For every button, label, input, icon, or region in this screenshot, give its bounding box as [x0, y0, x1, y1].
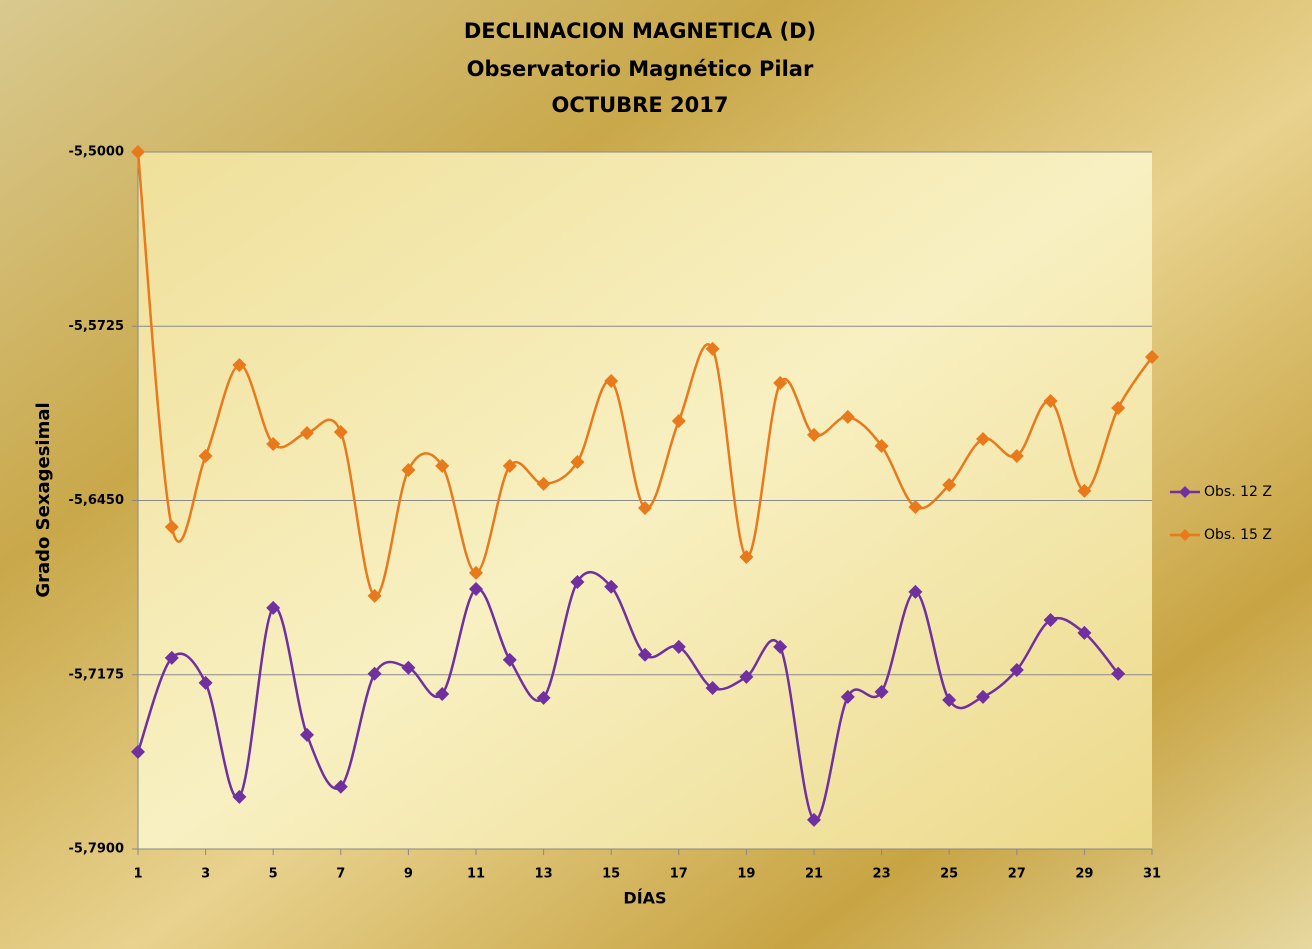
data-point: [942, 477, 957, 492]
data-point: [1111, 666, 1126, 681]
x-axis-title: DÍAS: [623, 889, 666, 908]
x-tick-label: 7: [336, 867, 345, 882]
data-point: [908, 584, 923, 599]
data-point: [739, 669, 754, 684]
data-point: [807, 812, 821, 827]
data-point: [198, 449, 213, 464]
data-point: [570, 574, 585, 589]
data-point: [232, 357, 247, 372]
data-point: [333, 425, 348, 440]
data-point: [1009, 449, 1024, 464]
x-tick-label: 29: [1075, 867, 1093, 882]
x-tick-label: 13: [535, 867, 553, 882]
data-point: [773, 375, 788, 390]
y-axis-title: Grado Sexagesimal: [33, 402, 54, 597]
data-point: [638, 647, 652, 662]
data-point: [976, 689, 990, 704]
x-tick-label: 23: [873, 867, 891, 882]
x-tick-label: 3: [201, 867, 210, 882]
legend-marker: [1179, 486, 1191, 498]
x-tick-label: 5: [269, 867, 278, 882]
data-point: [874, 438, 889, 453]
legend-label: Obs. 15 Z: [1204, 527, 1272, 543]
data-point: [266, 600, 281, 615]
data-point: [367, 666, 382, 681]
legend-label: Obs. 12 Z: [1204, 484, 1272, 500]
data-point: [266, 437, 281, 452]
series-line: [136, 570, 1120, 822]
y-tick-label: -5,5725: [68, 319, 124, 334]
x-tick-label: 27: [1008, 867, 1026, 882]
data-point: [1043, 612, 1058, 627]
data-point: [942, 692, 957, 707]
data-point: [604, 374, 619, 389]
y-tick-label: -5,7175: [68, 667, 124, 682]
chart-title: DECLINACION MAGNETICA (D): [464, 19, 816, 43]
data-point: [1043, 393, 1058, 408]
data-point: [469, 581, 483, 596]
data-point: [131, 744, 145, 759]
data-point: [536, 690, 551, 705]
data-point: [367, 588, 382, 603]
x-tick-label: 15: [602, 867, 620, 882]
x-tick-label: 9: [404, 867, 413, 882]
data-point: [671, 413, 686, 428]
data-point: [840, 689, 855, 704]
data-point: [570, 455, 585, 470]
data-point: [908, 499, 923, 514]
data-point: [976, 431, 990, 446]
x-tick-label: 31: [1143, 867, 1161, 882]
data-point: [300, 727, 314, 742]
x-tick-label: 19: [737, 867, 755, 882]
data-point: [333, 779, 348, 794]
x-tick-label: 21: [805, 867, 823, 882]
data-point: [131, 145, 145, 159]
x-tick-label: 17: [670, 867, 688, 882]
data-point: [502, 458, 517, 473]
data-point: [164, 650, 179, 665]
data-point: [739, 549, 754, 564]
data-point: [1111, 400, 1126, 415]
data-point: [671, 639, 686, 654]
data-point: [840, 409, 855, 424]
y-tick-label: -5,6450: [68, 493, 124, 508]
chart-title: Observatorio Magnético Pilar: [467, 57, 814, 81]
data-point: [435, 686, 450, 701]
data-point: [874, 684, 889, 699]
legend-marker: [1179, 529, 1191, 541]
data-point: [705, 680, 720, 695]
chart-title: OCTUBRE 2017: [552, 93, 729, 117]
data-point: [300, 425, 314, 440]
data-point: [469, 565, 483, 580]
data-point: [232, 789, 247, 804]
x-tick-label: 11: [467, 867, 485, 882]
data-point: [604, 579, 619, 594]
y-tick-label: -5,5000: [68, 145, 124, 160]
x-tick-label: 1: [133, 867, 142, 882]
data-point: [773, 639, 788, 654]
data-point: [435, 458, 450, 473]
data-point: [807, 427, 821, 442]
data-point: [1009, 662, 1024, 677]
data-point: [1145, 350, 1159, 365]
data-point: [638, 500, 652, 515]
data-point: [1077, 625, 1092, 640]
data-point: [401, 660, 416, 675]
x-tick-label: 25: [940, 867, 958, 882]
data-point: [401, 462, 416, 477]
data-point: [164, 519, 179, 534]
data-point: [502, 652, 517, 667]
data-point: [705, 341, 720, 356]
y-tick-label: -5,7900: [68, 842, 124, 857]
data-point: [1077, 483, 1092, 498]
data-point: [536, 476, 551, 491]
data-point: [198, 675, 213, 690]
